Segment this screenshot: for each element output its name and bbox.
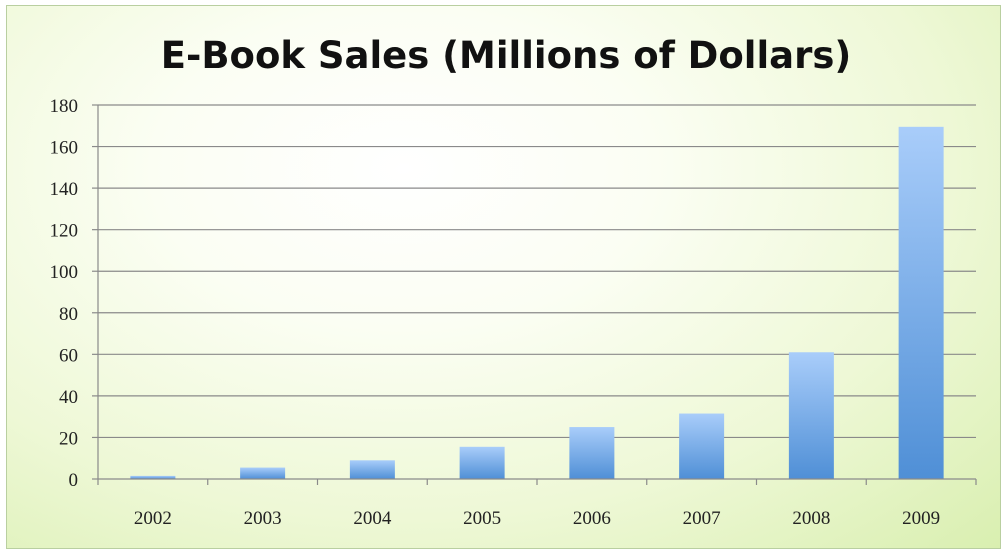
- x-tick-label: 2008: [792, 508, 830, 529]
- x-tick-label: 2009: [902, 508, 940, 529]
- x-tick-label: 2005: [463, 508, 501, 529]
- bar-2007: [679, 413, 725, 479]
- y-tick-label: 160: [50, 138, 79, 159]
- y-tick-label: 180: [50, 96, 79, 117]
- y-tick-label: 120: [50, 221, 79, 242]
- bar-2002: [130, 475, 176, 479]
- y-tick-label: 40: [59, 387, 78, 408]
- x-tick-label: 2007: [683, 508, 721, 529]
- x-tick-labels: 2002 2003 2004 2005 2006 2007 2008 2009: [134, 508, 940, 529]
- y-tick-label: 100: [50, 262, 79, 283]
- bar-2005: [459, 446, 505, 479]
- x-tick-label: 2004: [353, 508, 392, 529]
- y-tick-label: 140: [50, 179, 79, 200]
- bar-2004: [349, 460, 395, 479]
- x-tick-label: 2006: [573, 508, 611, 529]
- y-tick-label: 20: [59, 428, 78, 449]
- x-tick-label: 2002: [134, 508, 172, 529]
- y-tick-labels: 0 20 40 60 80 100 120 140 160 180: [50, 96, 79, 491]
- bar-2008: [788, 352, 834, 479]
- bar-2003: [240, 467, 286, 479]
- y-tick-label: 60: [59, 345, 78, 366]
- x-tick-label: 2003: [244, 508, 282, 529]
- bar-2009: [898, 126, 944, 480]
- axes: [97, 105, 977, 485]
- gridlines: [92, 104, 976, 480]
- y-tick-label: 0: [69, 470, 79, 491]
- y-tick-label: 80: [59, 304, 78, 325]
- bars: [130, 126, 944, 480]
- chart-title: E-Book Sales (Millions of Dollars): [161, 34, 852, 77]
- bar-2006: [569, 427, 615, 479]
